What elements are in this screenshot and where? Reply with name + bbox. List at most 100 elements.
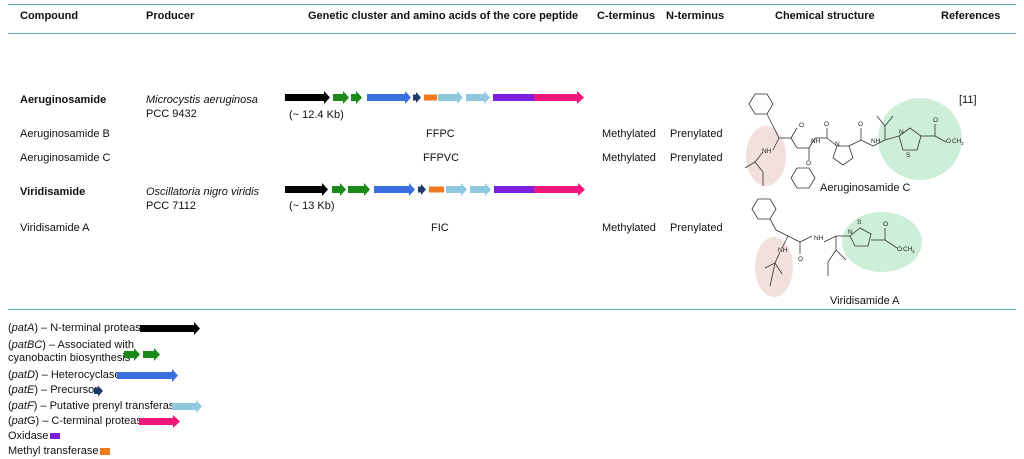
prenyl-highlight bbox=[746, 126, 786, 186]
header-references: References bbox=[941, 10, 1001, 22]
gene-arrow-patA bbox=[285, 183, 328, 196]
compound-aeruginosamide-b: Aeruginosamide B bbox=[20, 128, 110, 140]
header-nterm: N-terminus bbox=[666, 10, 725, 22]
gene-methyltransferase bbox=[424, 94, 437, 101]
cterm-value: Methylated bbox=[602, 152, 656, 164]
nterm-value: Prenylated bbox=[670, 222, 723, 234]
header-cluster: Genetic cluster and amino acids of the c… bbox=[308, 10, 579, 22]
atom-label: S bbox=[906, 152, 911, 159]
gene-arrow-patE bbox=[413, 92, 421, 103]
header-top-rule bbox=[8, 4, 1016, 5]
legend-swatches bbox=[50, 322, 202, 455]
legend-item-patBC: (patBC) – Associated with bbox=[8, 339, 134, 351]
legend-swatch-patC bbox=[143, 348, 160, 361]
table-bottom-rule bbox=[8, 309, 1016, 310]
gene-arrow-patB bbox=[333, 91, 349, 104]
atom-label: NH bbox=[871, 138, 881, 145]
atom-label: O bbox=[858, 121, 863, 128]
header-producer: Producer bbox=[146, 10, 195, 22]
gene-methyltransferase bbox=[429, 186, 444, 193]
legend-swatch-patE bbox=[94, 385, 103, 397]
thiazole-highlight bbox=[842, 212, 922, 272]
gene-arrow-patB bbox=[332, 183, 346, 196]
core-peptide: FFPVC bbox=[423, 152, 460, 164]
gene-cluster-viridisamide bbox=[285, 183, 585, 196]
legend-swatch-patG bbox=[139, 415, 180, 428]
producer-strain: PCC 7112 bbox=[146, 200, 196, 212]
gene-arrow-patC bbox=[351, 91, 362, 104]
legend-swatch-patD bbox=[117, 369, 178, 382]
atom-label: O bbox=[824, 121, 829, 128]
compound-aeruginosamide: Aeruginosamide bbox=[20, 94, 107, 106]
atom-label: NH bbox=[778, 247, 788, 254]
legend-item-patE: (patE) – Precursor bbox=[8, 384, 98, 396]
header-cterm: C-terminus bbox=[597, 10, 656, 22]
atom-label: NH bbox=[762, 148, 772, 155]
legend-swatch-methyltransferase bbox=[100, 448, 110, 455]
core-peptide: FFPC bbox=[426, 128, 455, 140]
legend-swatch-oxidase bbox=[50, 433, 60, 439]
cluster-size: (~ 12.4 Kb) bbox=[289, 109, 344, 121]
legend-swatch-patA bbox=[140, 322, 200, 335]
legend-swatch-patF bbox=[172, 400, 202, 413]
gene-arrow-patA bbox=[285, 91, 330, 104]
compound-viridisamide-a: Viridisamide A bbox=[20, 222, 90, 234]
gene-arrow-patG bbox=[534, 91, 584, 104]
atom-label: O bbox=[883, 221, 888, 228]
legend-item-patF: (patF) – Putative prenyl transferase bbox=[8, 400, 181, 412]
gene-arrow-patE bbox=[418, 184, 426, 195]
atom-label: N bbox=[848, 229, 853, 236]
atom-label: CH bbox=[952, 138, 962, 145]
legend-item-methyltransferase: Methyl transferase bbox=[8, 445, 99, 457]
gene-arrow-patD bbox=[367, 91, 411, 104]
gene-oxidase bbox=[493, 94, 534, 101]
producer-strain: PCC 9432 bbox=[146, 108, 197, 120]
legend-swatch-patB bbox=[124, 348, 140, 361]
gene-arrow-patD bbox=[374, 183, 415, 196]
atom-label: 3 bbox=[961, 141, 964, 146]
header-bottom-rule bbox=[8, 33, 1016, 34]
atom-label: N bbox=[899, 129, 904, 136]
core-peptide: FIC bbox=[431, 222, 449, 234]
header-structure: Chemical structure bbox=[775, 10, 875, 22]
atom-label: N bbox=[835, 141, 840, 148]
gene-arrow-patF1 bbox=[446, 183, 467, 196]
cluster-size: (~ 13 Kb) bbox=[289, 200, 335, 212]
gene-arrow-patC bbox=[348, 183, 370, 196]
atom-label: O bbox=[897, 246, 902, 253]
structure-name: Viridisamide A bbox=[830, 295, 900, 307]
producer-name: Oscillatoria nigro viridis bbox=[146, 186, 260, 198]
cterm-value: Methylated bbox=[602, 222, 656, 234]
producer-name: Microcystis aeruginosa bbox=[146, 94, 258, 106]
legend-item-patA: (patA) – N-terminal protease bbox=[8, 322, 147, 334]
legend-item-oxidase: Oxidase bbox=[8, 430, 49, 442]
atom-label: O bbox=[946, 138, 951, 145]
header-compound: Compound bbox=[20, 10, 79, 22]
atom-label: S bbox=[857, 219, 862, 226]
nterm-value: Prenylated bbox=[670, 152, 723, 164]
structure-name: Aeruginosamide C bbox=[820, 182, 911, 194]
gene-arrow-patF2 bbox=[466, 91, 490, 104]
legend-item-patG: (patG) – C-terminal protease bbox=[8, 415, 149, 427]
atom-label: 3 bbox=[912, 249, 915, 254]
atom-label: CH bbox=[903, 246, 913, 253]
atom-label: O bbox=[798, 256, 803, 263]
atom-label: O bbox=[806, 160, 811, 167]
legend-item-patBC-line2: cyanobactin biosynthesis bbox=[8, 352, 131, 364]
reference: [11] bbox=[959, 94, 977, 106]
atom-label: O bbox=[933, 117, 938, 124]
gene-arrow-patF1 bbox=[438, 91, 463, 104]
cterm-value: Methylated bbox=[602, 128, 656, 140]
atom-label: O bbox=[799, 122, 804, 129]
gene-arrow-patG bbox=[534, 183, 585, 196]
gene-oxidase bbox=[494, 186, 534, 193]
compound-aeruginosamide-c: Aeruginosamide C bbox=[20, 152, 111, 164]
legend-item-patD: (patD) – Heterocyclase bbox=[8, 369, 121, 381]
gene-cluster-aeruginosamide bbox=[285, 91, 584, 104]
compound-viridisamide: Viridisamide bbox=[20, 186, 86, 198]
gene-arrow-patF2 bbox=[470, 183, 491, 196]
atom-label: NH bbox=[814, 235, 824, 242]
chemical-structures: NH O NH O O N O NH N S O O CH 3 NH O NH … bbox=[744, 93, 964, 297]
nterm-value: Prenylated bbox=[670, 128, 723, 140]
atom-label: NH bbox=[811, 138, 821, 145]
